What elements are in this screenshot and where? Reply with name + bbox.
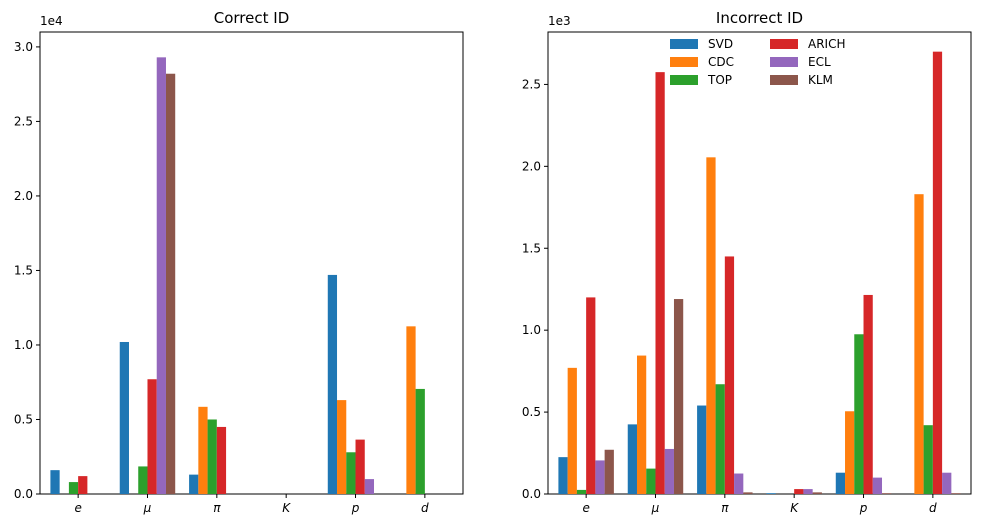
bar-top	[68, 482, 79, 494]
x-tick-label: e	[74, 501, 81, 515]
bar-cdc	[406, 326, 416, 494]
axes-frame	[39, 31, 464, 495]
bar-top	[415, 388, 425, 494]
bar-ecl	[664, 448, 674, 494]
axes-frame	[547, 31, 972, 495]
bar-arich	[216, 426, 227, 494]
y-tick-label: 3.0	[14, 40, 33, 54]
bar-arich	[147, 379, 157, 494]
x-tick-label: d	[929, 501, 937, 515]
bar-cdc	[636, 355, 647, 494]
bar-ecl	[734, 473, 744, 494]
x-tick-label: p	[351, 501, 360, 515]
legend-swatch-arich	[770, 39, 798, 49]
legend-swatch-ecl	[770, 57, 798, 67]
bar-ecl	[803, 489, 813, 494]
bar-top	[715, 384, 725, 494]
bar-top	[854, 334, 864, 494]
bar-top	[923, 425, 933, 494]
legend-swatch-cdc	[670, 57, 698, 67]
bar-svd	[558, 457, 568, 494]
bar-arich	[724, 256, 735, 494]
bar-klm	[673, 299, 684, 494]
bar-arich	[863, 294, 873, 494]
bar-top	[138, 466, 148, 494]
bar-klm	[812, 492, 822, 494]
bar-cdc	[337, 400, 347, 494]
bar-klm	[165, 73, 176, 494]
y-offset-label: 1e3	[548, 14, 571, 28]
x-tick-label: μ	[651, 501, 660, 515]
x-tick-label: K	[282, 501, 291, 515]
y-offset-label: 1e4	[40, 14, 63, 28]
chart-title: Incorrect ID	[716, 9, 803, 27]
bar-arich	[655, 72, 665, 494]
legend-label-svd: SVD	[708, 37, 733, 51]
bar-svd	[119, 341, 129, 494]
bar-cdc	[914, 194, 924, 495]
legend-label-top: TOP	[707, 73, 732, 87]
bar-klm	[882, 493, 892, 494]
bar-top	[576, 489, 587, 494]
legend: SVD CDC TOP ARICH ECL KLM	[670, 37, 846, 87]
x-tick-label: K	[790, 501, 799, 515]
y-tick-label: 0.5	[522, 405, 541, 419]
y-tick-label: 0.0	[14, 487, 33, 501]
bar-svd	[627, 424, 637, 494]
bar-arich	[78, 476, 88, 494]
bar-ecl	[872, 477, 883, 494]
x-tick-label: π	[213, 501, 221, 515]
bar-svd	[50, 470, 60, 494]
x-tick-label: e	[582, 501, 589, 515]
bar-top	[207, 419, 217, 494]
bar-arich	[586, 297, 596, 494]
bar-svd	[327, 274, 338, 494]
bar-cdc	[567, 367, 577, 494]
bar-cdc	[845, 411, 855, 494]
y-tick-label: 1.5	[522, 241, 541, 255]
bar-top	[346, 452, 356, 494]
legend-swatch-svd	[670, 39, 698, 49]
bar-klm	[743, 492, 753, 494]
bar-ecl	[595, 460, 605, 494]
y-tick-label: 2.0	[14, 189, 33, 203]
y-tick-label: 0.0	[522, 487, 541, 501]
legend-swatch-klm	[770, 75, 798, 85]
bar-cdc	[706, 157, 716, 495]
bar-arich	[355, 439, 365, 494]
x-tick-label: p	[859, 501, 868, 515]
y-tick-label: 1.0	[522, 323, 541, 337]
y-tick-label: 2.0	[522, 159, 541, 173]
x-tick-label: μ	[143, 501, 152, 515]
bar-arich	[794, 489, 804, 494]
bar-arich	[932, 51, 943, 494]
y-tick-label: 2.5	[522, 77, 541, 91]
bar-cdc	[198, 406, 208, 494]
bar-top	[646, 468, 656, 494]
chart-title: Correct ID	[214, 9, 290, 27]
legend-label-klm: KLM	[808, 73, 833, 87]
y-tick-label: 0.5	[14, 412, 33, 426]
y-tick-label: 1.0	[14, 338, 33, 352]
x-tick-label: d	[421, 501, 429, 515]
bar-ecl	[942, 472, 952, 494]
legend-label-ecl: ECL	[808, 55, 831, 69]
legend-label-cdc: CDC	[708, 55, 734, 69]
y-tick-label: 1.5	[14, 263, 33, 277]
legend-swatch-top	[670, 75, 698, 85]
bar-ecl	[364, 479, 375, 494]
bar-svd	[766, 493, 776, 494]
bar-svd	[189, 474, 199, 494]
bar-svd	[697, 405, 707, 494]
legend-label-arich: ARICH	[808, 37, 846, 51]
bar-ecl	[156, 57, 166, 495]
bar-svd	[835, 472, 846, 494]
x-tick-label: π	[721, 501, 729, 515]
y-tick-label: 2.5	[14, 114, 33, 128]
bar-klm	[951, 493, 961, 494]
bar-klm	[604, 449, 614, 494]
